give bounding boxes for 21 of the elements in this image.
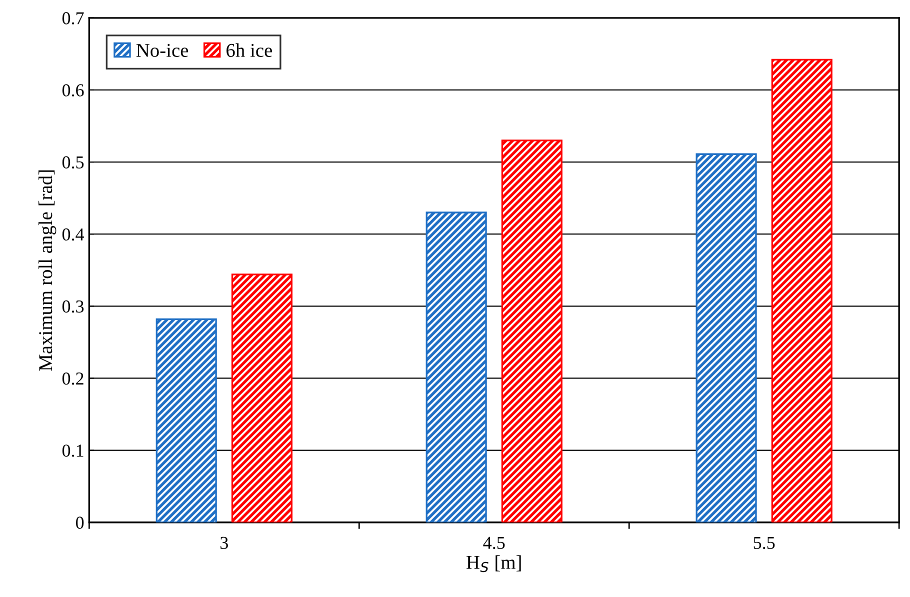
y-tick-label: 0.5 — [62, 156, 84, 169]
y-tick-label: 0.1 — [62, 444, 84, 457]
y-tick-label: 0.7 — [62, 12, 84, 24]
x-tick-label: 4.5 — [483, 536, 505, 550]
legend-label: 6h ice — [226, 43, 272, 57]
y-tick-label: 0.4 — [62, 228, 84, 241]
x-axis-title: H$_{S}$ [m] — [466, 555, 521, 572]
y-tick-label: 0.6 — [62, 84, 84, 96]
bar — [696, 153, 757, 522]
y-tick-label: 0.3 — [62, 300, 84, 313]
x-tick-label: 3 — [220, 536, 228, 549]
bar — [501, 140, 562, 522]
y-tick-label: 0 — [76, 516, 84, 529]
bar — [771, 58, 832, 522]
x-tick-label: 5.5 — [754, 536, 775, 550]
y-axis-title: Maximum roll angle [rad] — [38, 170, 56, 371]
bar — [231, 274, 292, 522]
bar — [156, 318, 217, 522]
legend-label: No-ice — [136, 44, 188, 57]
bar — [426, 212, 487, 522]
y-tick-label: 0.2 — [62, 372, 84, 385]
